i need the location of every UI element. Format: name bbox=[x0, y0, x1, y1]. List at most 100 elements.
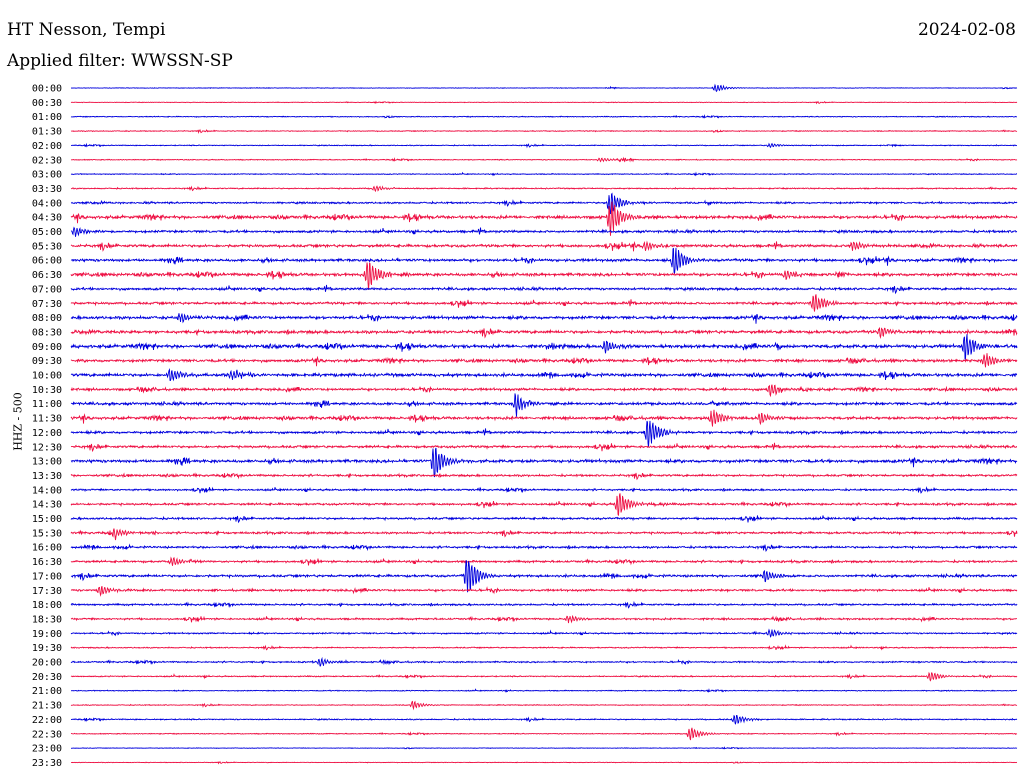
time-tick-label: 22:00 bbox=[32, 715, 62, 726]
seismic-trace bbox=[70, 384, 1018, 398]
time-tick-label: 14:00 bbox=[32, 485, 62, 496]
seismic-trace bbox=[70, 486, 1018, 494]
time-tick-label: 01:00 bbox=[32, 112, 62, 123]
seismic-trace bbox=[71, 760, 1018, 765]
seismic-trace bbox=[70, 313, 1018, 324]
seismic-trace bbox=[70, 156, 1018, 163]
date-label: 2024-02-08 bbox=[917, 20, 1016, 40]
seismic-trace bbox=[70, 185, 1018, 193]
time-tick-label: 13:00 bbox=[32, 457, 62, 468]
seismic-trace bbox=[70, 614, 1018, 624]
seismic-trace bbox=[70, 114, 1017, 119]
time-tick-label: 07:00 bbox=[32, 284, 62, 295]
seismic-trace bbox=[70, 142, 1018, 149]
time-tick-label: 11:00 bbox=[32, 399, 62, 410]
seismic-trace bbox=[70, 367, 1018, 382]
time-tick-label: 12:00 bbox=[32, 428, 62, 439]
seismic-trace bbox=[70, 247, 1018, 275]
time-tick-label: 14:30 bbox=[32, 500, 62, 511]
time-tick-label: 17:30 bbox=[32, 586, 62, 597]
time-tick-label: 17:00 bbox=[32, 571, 62, 582]
time-tick-label: 23:00 bbox=[32, 744, 62, 755]
seismic-trace bbox=[70, 334, 1018, 360]
filter-label: Applied filter: WWSSN-SP bbox=[7, 51, 233, 71]
time-tick-label: 18:00 bbox=[32, 600, 62, 611]
seismic-trace bbox=[70, 192, 1018, 215]
seismic-trace bbox=[70, 240, 1018, 252]
seismic-trace bbox=[70, 262, 1018, 290]
time-tick-label: 21:00 bbox=[32, 686, 62, 697]
seismic-trace bbox=[70, 393, 1018, 417]
seismic-trace bbox=[70, 515, 1018, 524]
time-tick-label: 09:00 bbox=[32, 342, 62, 353]
time-tick-label: 09:30 bbox=[32, 356, 62, 367]
time-tick-label: 12:30 bbox=[32, 442, 62, 453]
seismic-trace bbox=[70, 420, 1018, 448]
seismic-trace bbox=[70, 656, 1018, 667]
time-tick-label: 23:30 bbox=[32, 758, 62, 769]
seismic-trace bbox=[70, 493, 1018, 516]
seismic-trace bbox=[70, 128, 1018, 135]
seismic-trace bbox=[70, 556, 1018, 566]
time-tick-label: 04:30 bbox=[32, 213, 62, 224]
time-tick-label: 07:30 bbox=[32, 299, 62, 310]
time-tick-label: 02:00 bbox=[32, 141, 62, 152]
seismic-trace bbox=[70, 528, 1018, 541]
time-tick-label: 16:00 bbox=[32, 543, 62, 554]
seismic-trace bbox=[70, 714, 1018, 725]
seismic-trace bbox=[70, 746, 1018, 750]
time-tick-label: 18:30 bbox=[32, 614, 62, 625]
seismic-trace bbox=[70, 671, 1018, 682]
seismic-trace bbox=[70, 409, 1018, 427]
time-tick-label: 01:30 bbox=[32, 127, 62, 138]
seismic-trace bbox=[70, 201, 1018, 236]
seismic-trace bbox=[70, 700, 1018, 711]
seismic-trace bbox=[70, 100, 1018, 105]
seismic-trace bbox=[70, 447, 1018, 478]
time-tick-label: 20:30 bbox=[32, 672, 62, 683]
time-tick-label: 00:30 bbox=[32, 98, 62, 109]
time-tick-label: 05:30 bbox=[32, 241, 62, 252]
time-tick-label: 06:30 bbox=[32, 270, 62, 281]
time-tick-label: 04:00 bbox=[32, 198, 62, 209]
time-tick-label: 08:30 bbox=[32, 327, 62, 338]
time-tick-label: 19:30 bbox=[32, 643, 62, 654]
time-tick-label: 19:00 bbox=[32, 629, 62, 640]
seismic-trace bbox=[70, 585, 1018, 597]
time-tick-label: 08:00 bbox=[32, 313, 62, 324]
seismic-trace bbox=[70, 442, 1018, 453]
time-tick-label: 03:30 bbox=[32, 184, 62, 195]
time-tick-label: 10:30 bbox=[32, 385, 62, 396]
time-tick-label: 15:00 bbox=[32, 514, 62, 525]
seismic-trace bbox=[70, 83, 1018, 93]
time-tick-label: 06:00 bbox=[32, 256, 62, 267]
seismic-trace bbox=[70, 284, 1018, 295]
time-tick-label: 10:00 bbox=[32, 371, 62, 382]
time-tick-label: 02:30 bbox=[32, 155, 62, 166]
seismic-trace bbox=[70, 628, 1018, 638]
time-tick-label: 00:00 bbox=[32, 84, 62, 95]
seismic-trace bbox=[70, 171, 1018, 177]
seismic-trace bbox=[70, 353, 1018, 368]
time-tick-label: 16:30 bbox=[32, 557, 62, 568]
seismic-trace bbox=[70, 327, 1018, 339]
seismic-trace bbox=[70, 543, 1018, 552]
station-title: HT Nesson, Tempi bbox=[7, 20, 166, 40]
seismic-trace bbox=[70, 644, 1018, 651]
seismic-trace bbox=[70, 294, 1018, 312]
time-tick-label: 11:30 bbox=[32, 414, 62, 425]
time-tick-label: 15:30 bbox=[32, 528, 62, 539]
seismic-trace bbox=[70, 560, 1018, 593]
time-tick-label: 20:00 bbox=[32, 658, 62, 669]
seismic-trace bbox=[70, 600, 1018, 609]
seismic-trace bbox=[70, 688, 1018, 693]
time-tick-label: 21:30 bbox=[32, 701, 62, 712]
time-tick-label: 05:00 bbox=[32, 227, 62, 238]
time-tick-label: 22:30 bbox=[32, 729, 62, 740]
seismic-trace bbox=[70, 226, 1018, 237]
time-tick-label: 03:00 bbox=[32, 170, 62, 181]
seismic-trace bbox=[70, 472, 1018, 481]
seismic-trace bbox=[70, 727, 1018, 741]
time-tick-label: 13:30 bbox=[32, 471, 62, 482]
